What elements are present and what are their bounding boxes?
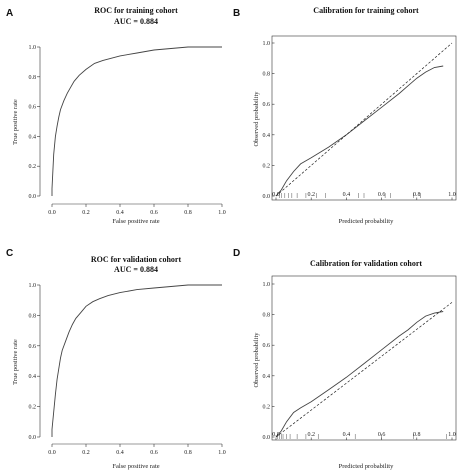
x-axis-label: Predicted probability: [339, 218, 394, 225]
x-tick-label: 0.2: [307, 432, 315, 438]
y-axis-label: True positive rate: [12, 99, 19, 145]
chart-title: Calibration for validation cohort: [310, 259, 422, 268]
x-tick-label: 0.4: [343, 192, 351, 198]
y-tick-label: 0.2: [29, 405, 37, 411]
y-tick-label: 0.6: [263, 343, 271, 349]
y-tick-label: 1.0: [29, 283, 37, 289]
series-line: [275, 65, 444, 197]
y-tick-label: 1.0: [29, 45, 37, 51]
panel-b: B Calibration for training cohort Predic…: [233, 6, 419, 225]
x-tick-label: 0.0: [48, 210, 56, 216]
series-line: [275, 311, 444, 438]
chart-1: 0.0 0.2 0.4 0.6 0.8 1.0 0.0 0.2 0.4 0.6 0.8 1.0: [29, 45, 226, 216]
chart-3: 0.0 0.2 0.4 0.6 0.8 1.0 0.0 0.2 0.4 0.6 0.8 1.0: [29, 283, 226, 456]
x-tick-label: 1.0: [448, 432, 456, 438]
y-tick-label: 0.4: [29, 134, 37, 140]
x-tick-label: 0.4: [116, 450, 124, 456]
chart-subtitle: AUC = 0.884: [114, 265, 158, 274]
y-axis-label: True positive rate: [12, 339, 19, 385]
y-tick-label: 0.2: [263, 163, 271, 169]
y-tick-label: 0.0: [263, 194, 271, 200]
y-tick-label: 0.4: [29, 374, 37, 380]
x-tick-label: 1.0: [448, 192, 456, 198]
x-tick-label: 0.4: [343, 432, 351, 438]
panel-letter: D: [233, 248, 240, 259]
y-axis-label: Observed probability: [253, 332, 260, 388]
y-tick-label: 0.2: [29, 164, 37, 170]
y-tick-label: 0.8: [263, 72, 271, 78]
x-tick-label: 0.0: [48, 450, 56, 456]
x-tick-label: 0.2: [82, 210, 90, 216]
plot-frame: [271, 275, 457, 441]
x-axis-label: False positive rate: [112, 218, 159, 225]
y-tick-label: 0.8: [29, 75, 37, 81]
chart-2: 0.0 0.2 0.4 0.6 0.8 1.0 0.0 0.2 0.4 0.6 0.8 1.0: [263, 35, 457, 201]
x-tick-label: 0.0: [272, 432, 280, 438]
y-tick-label: 0.4: [263, 133, 271, 139]
x-tick-label: 0.8: [184, 210, 192, 216]
x-tick-label: 0.6: [150, 210, 158, 216]
y-tick-label: 1.0: [263, 41, 271, 47]
x-tick-label: 0.8: [413, 432, 421, 438]
panel-a: A ROC for training cohort AUC = 0.884 Fa…: [6, 6, 178, 225]
y-tick-label: 0.6: [29, 105, 37, 111]
x-tick-label: 1.0: [218, 450, 226, 456]
y-tick-label: 0.2: [263, 404, 271, 410]
plot-frame: [271, 35, 457, 201]
x-tick-label: 0.2: [307, 192, 315, 198]
y-tick-label: 0.0: [29, 435, 37, 441]
x-tick-label: 0.4: [116, 210, 124, 216]
y-tick-label: 1.0: [263, 282, 271, 288]
chart-title: ROC for training cohort: [94, 6, 178, 15]
y-tick-label: 0.4: [263, 374, 271, 380]
chart-title: Calibration for training cohort: [313, 6, 419, 15]
plot-layer: 0.0 0.2 0.4 0.6 0.8 1.00.00.20.40.60.81.00.0 0…: [29, 35, 457, 456]
panel-letter: C: [6, 248, 13, 259]
panel-c: C ROC for validation cohort AUC = 0.884 …: [6, 248, 181, 470]
x-tick-label: 0.0: [272, 192, 280, 198]
reference-line: [275, 302, 453, 438]
y-axis-label: Observed probability: [253, 91, 260, 147]
panel-d: D Calibration for validation cohort Pred…: [233, 248, 422, 470]
chart-4: 0.0 0.2 0.4 0.6 0.8 1.00.00.20.40.60.81.0: [263, 275, 457, 441]
x-axis-label: Predicted probability: [339, 463, 394, 470]
panel-letter: B: [233, 8, 240, 19]
chart-title: ROC for validation cohort: [91, 255, 182, 264]
y-tick-label: 0.0: [263, 435, 271, 441]
x-tick-label: 0.8: [184, 450, 192, 456]
panel-letter: A: [6, 8, 13, 19]
y-tick-label: 0.6: [29, 344, 37, 350]
series-line: [51, 284, 222, 437]
y-tick-label: 0.8: [263, 313, 271, 319]
reference-line: [275, 42, 453, 197]
x-tick-label: 0.6: [150, 450, 158, 456]
series-line: [51, 46, 222, 196]
x-tick-label: 0.2: [82, 450, 90, 456]
y-tick-label: 0.6: [263, 102, 271, 108]
y-tick-label: 0.0: [29, 194, 37, 200]
x-axis-label: False positive rate: [112, 463, 159, 470]
x-tick-label: 0.6: [378, 192, 386, 198]
y-tick-label: 0.8: [29, 313, 37, 319]
chart-subtitle: AUC = 0.884: [114, 17, 158, 26]
x-tick-label: 0.8: [413, 192, 421, 198]
x-tick-label: 1.0: [218, 210, 226, 216]
